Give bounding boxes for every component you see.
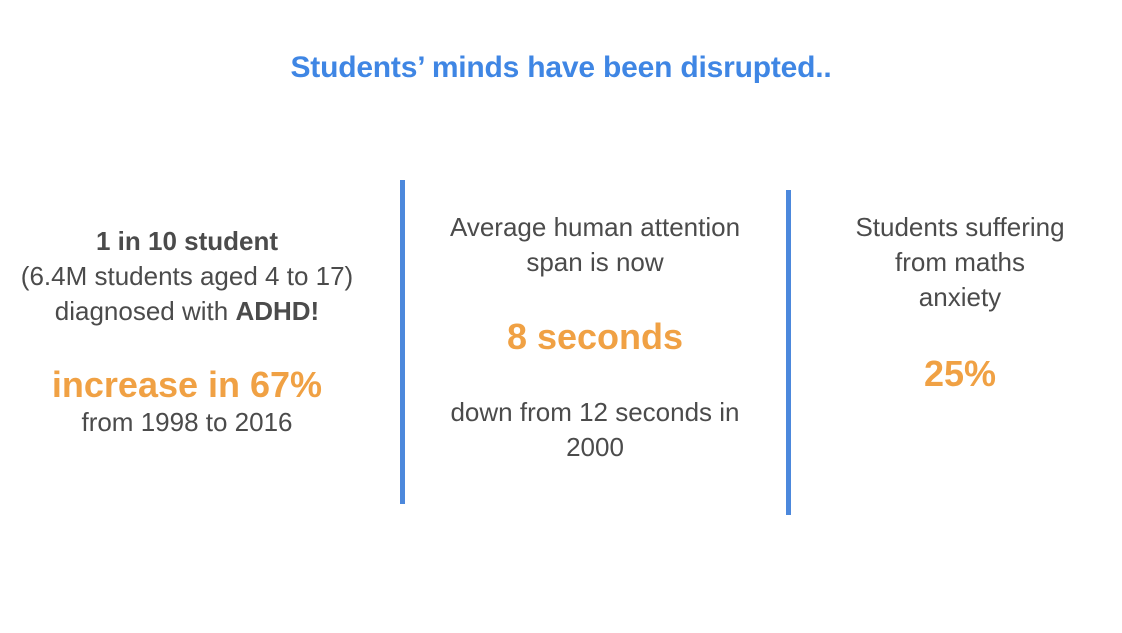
adhd-diagnosis-line: diagnosed with ADHD!	[0, 294, 374, 329]
adhd-diagnosis-term: ADHD!	[235, 296, 320, 326]
adhd-period: from 1998 to 2016	[81, 407, 293, 437]
adhd-detail: (6.4M students aged 4 to 17)	[20, 261, 354, 291]
anxiety-line-3: anxiety	[918, 282, 1002, 312]
attention-span-panel: Average human attention span is now 8 se…	[414, 210, 776, 465]
slide-title: Students’ minds have been disrupted..	[290, 51, 832, 84]
column-divider-left	[400, 180, 405, 504]
attention-line-3: down from 12 seconds in	[450, 397, 740, 427]
anxiety-line-1: Students suffering	[855, 212, 1065, 242]
attention-line-1: Average human attention	[449, 212, 741, 242]
attention-line-2: span is now	[526, 247, 664, 277]
adhd-stat-panel: 1 in 10 student (6.4M students aged 4 to…	[0, 224, 374, 440]
adhd-diagnosis-prefix: diagnosed with	[54, 296, 236, 326]
column-divider-right	[786, 190, 791, 515]
maths-anxiety-panel: Students suffering from maths anxiety 25…	[800, 210, 1120, 394]
adhd-headline: 1 in 10 student	[95, 226, 279, 256]
anxiety-percentage-highlight: 25%	[923, 353, 997, 394]
attention-span-highlight: 8 seconds	[506, 316, 684, 357]
adhd-increase-highlight: increase in 67%	[51, 364, 323, 405]
attention-line-4: 2000	[566, 432, 624, 462]
anxiety-line-2: from maths	[894, 247, 1026, 277]
